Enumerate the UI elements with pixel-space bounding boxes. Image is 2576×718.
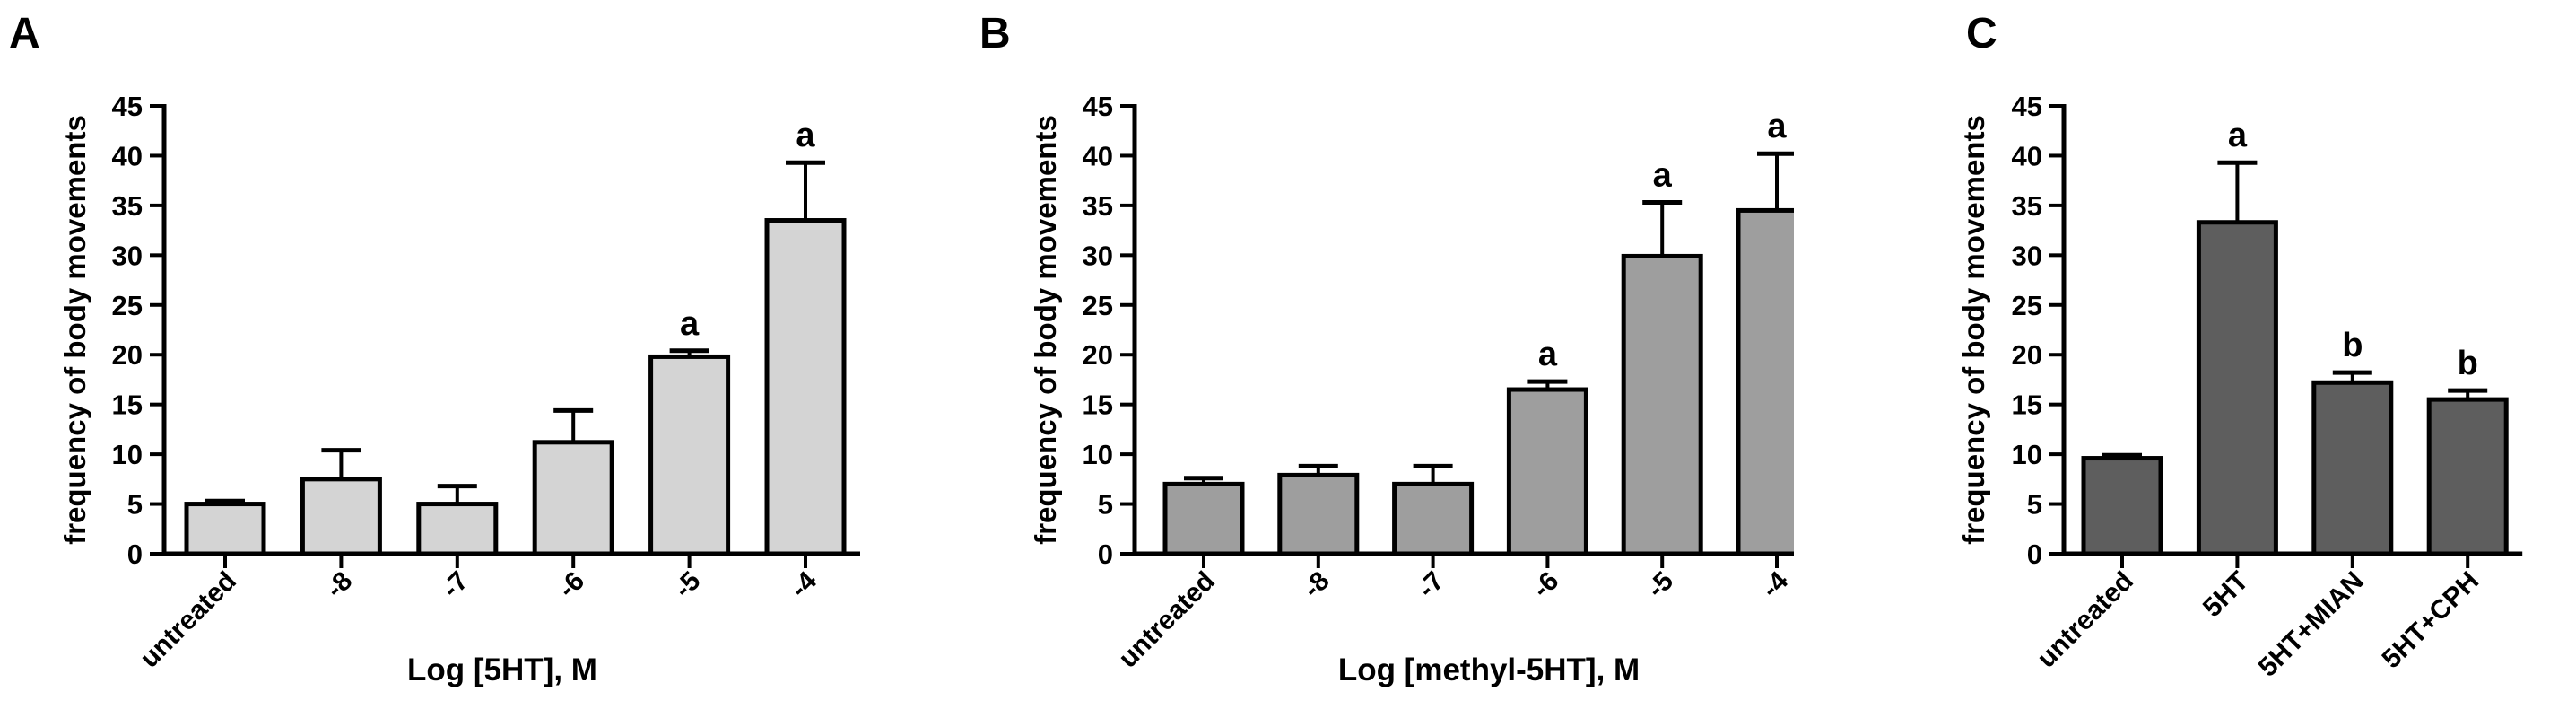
y-tick-label: 35	[112, 190, 143, 222]
y-tick-label: 0	[1098, 538, 1113, 570]
x-tick-label: 5HT+MIAN	[2253, 566, 2370, 683]
x-tick-label: untreated	[2032, 566, 2139, 674]
bar	[1162, 481, 1245, 556]
x-axis-label: Log [5HT], M	[407, 652, 597, 687]
y-tick-label: 25	[2012, 290, 2042, 321]
y-tick-label: 10	[2012, 439, 2042, 470]
bar	[1392, 481, 1475, 556]
y-tick-label: 35	[2012, 190, 2042, 222]
y-tick-label: 15	[1083, 390, 1113, 421]
x-tick-label: -8	[320, 566, 358, 604]
x-tick-label: untreated	[1113, 566, 1221, 674]
y-tick-label: 15	[2012, 390, 2042, 421]
y-tick-label: 45	[1083, 91, 1113, 122]
x-tick-label: untreated	[135, 566, 242, 674]
bar	[1506, 387, 1588, 556]
x-tick-label: -5	[668, 566, 706, 604]
y-tick-label: 30	[112, 240, 143, 271]
panel-label: A	[9, 10, 40, 57]
x-axis-label: Log [methyl-5HT], M	[1338, 652, 1640, 687]
bar-chart-a: 0 5 10 15 20 25 30 35 40 45 frequency of body move…	[58, 91, 860, 687]
y-axis-label: frequency of body movements	[1957, 115, 1990, 545]
y-tick-label: 10	[112, 439, 143, 470]
significance-label: a	[680, 305, 700, 343]
y-tick-label: 40	[1083, 140, 1113, 171]
y-axis-label: frequency of body movements	[58, 115, 91, 545]
bar	[2081, 456, 2163, 556]
y-tick-label: 20	[1083, 339, 1113, 371]
y-tick-label: 0	[127, 538, 143, 570]
y-axis-label: frequency of body movements	[1029, 115, 1062, 545]
bar-chart-c: 0 5 10 15 20 25 30 35 40 45 frequency of body move…	[1957, 91, 2523, 683]
y-tick-label: 0	[2027, 538, 2042, 570]
bar	[764, 218, 847, 556]
x-tick-label: 5HT	[2197, 566, 2254, 623]
bar-chart-b: 0 5 10 15 20 25 30 35 40 45 frequency of body move…	[1029, 91, 1794, 687]
y-tick-label: 40	[2012, 140, 2042, 171]
y-tick-label: 5	[2027, 489, 2042, 521]
bar	[416, 502, 499, 556]
y-tick-label: 20	[112, 339, 143, 371]
y-tick-label: 45	[2012, 91, 2042, 122]
x-tick-label: -8	[1298, 566, 1336, 604]
x-tick-label: 5HT+CPH	[2377, 566, 2485, 675]
x-tick-label: -4	[785, 565, 822, 603]
bar	[184, 502, 266, 556]
x-tick-label: -7	[437, 566, 474, 604]
significance-label: a	[1767, 108, 1787, 145]
significance-label: b	[2342, 327, 2363, 364]
y-tick-label: 5	[127, 489, 143, 521]
y-tick-label: 30	[1083, 240, 1113, 271]
x-tick-label: -4	[1756, 565, 1794, 603]
y-tick-label: 25	[112, 290, 143, 321]
bar	[1736, 207, 1794, 556]
panel-label: B	[979, 10, 1011, 57]
bar	[1277, 472, 1360, 556]
panel-label: C	[1966, 10, 1997, 57]
significance-label: b	[2458, 345, 2478, 382]
bar	[2426, 397, 2509, 556]
y-tick-label: 15	[112, 390, 143, 421]
x-tick-label: -6	[553, 566, 590, 604]
y-tick-label: 20	[2012, 339, 2042, 371]
significance-label: a	[796, 117, 815, 154]
y-tick-label: 35	[1083, 190, 1113, 222]
x-tick-label: -6	[1527, 566, 1564, 604]
y-tick-label: 45	[112, 91, 143, 122]
y-tick-label: 25	[1083, 290, 1113, 321]
bar	[2196, 220, 2278, 556]
chart-panel-b: B 0 5 10 15 20 25 30 35 40 45 frequency of body mo…	[897, 0, 1794, 718]
bar	[2311, 380, 2394, 556]
bar	[532, 440, 614, 556]
y-tick-label: 5	[1098, 489, 1113, 521]
y-tick-label: 10	[1083, 439, 1113, 470]
chart-panel-a: A 0 5 10 15 20 25 30 35 40 45 frequency of body mo…	[0, 0, 897, 718]
bar	[648, 354, 731, 556]
x-tick-label: -5	[1641, 566, 1679, 604]
x-tick-label: -7	[1412, 566, 1449, 604]
significance-label: a	[1653, 157, 1673, 195]
y-tick-label: 30	[2012, 240, 2042, 271]
y-tick-label: 40	[112, 140, 143, 171]
bar	[1621, 253, 1703, 556]
significance-label: a	[2228, 117, 2248, 154]
significance-label: a	[1538, 336, 1558, 373]
chart-panel-c: C 0 5 10 15 20 25 30 35 40 45 frequency of body mo…	[1919, 0, 2576, 718]
bar	[300, 477, 382, 556]
